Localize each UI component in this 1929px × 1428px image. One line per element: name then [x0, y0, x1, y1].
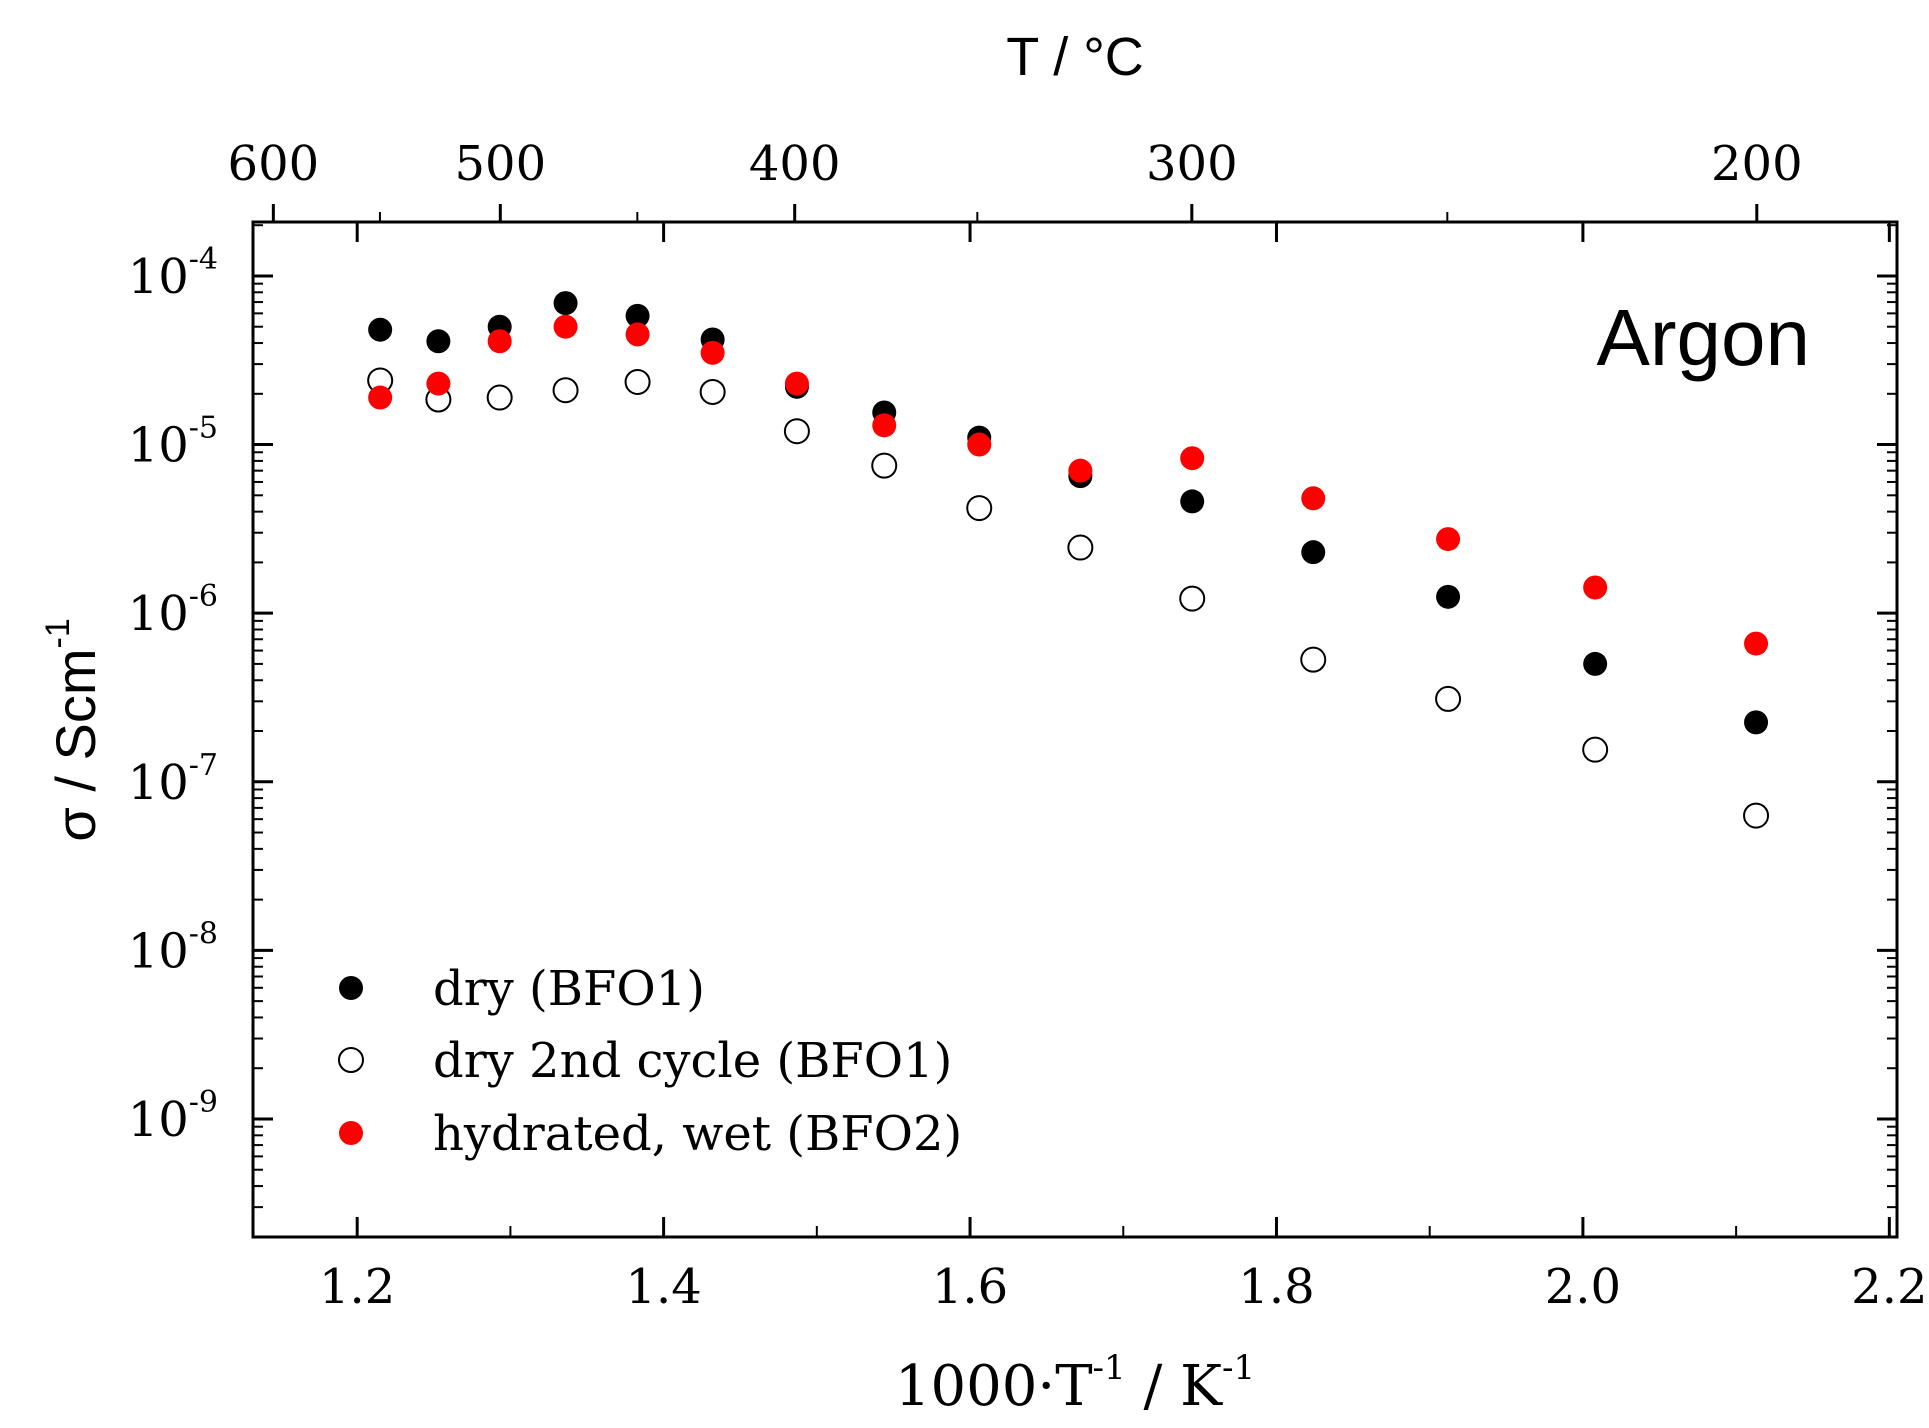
point-dry-2nd-cycle-bfo1 [1743, 802, 1770, 829]
point-hydrated-wet-bfo2 [487, 329, 512, 354]
top-tick-label: 500 [454, 136, 546, 192]
y-tick-label: 10-8 [128, 916, 218, 979]
point-hydrated-wet-bfo2 [625, 322, 650, 347]
point-dry-2nd-cycle-bfo1 [966, 495, 993, 522]
point-hydrated-wet-bfo2 [967, 432, 992, 457]
x-tick-label: 1.4 [625, 1259, 701, 1315]
point-hydrated-wet-bfo2 [1068, 458, 1093, 483]
point-hydrated-wet-bfo2 [784, 371, 809, 396]
point-hydrated-wet-bfo2 [1436, 527, 1461, 552]
x-tick-label: 2.0 [1545, 1259, 1621, 1315]
point-dry-2nd-cycle-bfo1 [1179, 585, 1206, 612]
point-hydrated-wet-bfo2 [1180, 446, 1205, 471]
y-tick-label: 10-6 [128, 579, 218, 642]
point-dry-bfo1 [1180, 489, 1205, 514]
x-tick-label: 1.8 [1238, 1259, 1314, 1315]
point-hydrated-wet-bfo2 [700, 340, 725, 365]
point-dry-2nd-cycle-bfo1 [1067, 534, 1094, 561]
plot-frame [251, 220, 1899, 1239]
legend-marker [338, 1047, 364, 1073]
point-hydrated-wet-bfo2 [553, 314, 578, 339]
point-dry-2nd-cycle-bfo1 [699, 378, 726, 405]
point-dry-2nd-cycle-bfo1 [552, 377, 579, 404]
legend-marker [339, 1121, 363, 1145]
x-tick-label: 1.6 [932, 1259, 1008, 1315]
point-dry-bfo1 [368, 317, 393, 342]
point-dry-bfo1 [1301, 540, 1326, 565]
point-dry-bfo1 [426, 329, 451, 354]
point-dry-2nd-cycle-bfo1 [624, 368, 651, 395]
point-hydrated-wet-bfo2 [872, 413, 897, 438]
point-dry-bfo1 [625, 303, 650, 328]
point-dry-2nd-cycle-bfo1 [783, 418, 810, 445]
point-dry-2nd-cycle-bfo1 [1435, 685, 1462, 712]
y-tick-label: 10-7 [128, 748, 218, 811]
x-tick-label: 1.2 [319, 1259, 395, 1315]
point-hydrated-wet-bfo2 [426, 371, 451, 396]
x-tick-label: 2.2 [1851, 1259, 1927, 1315]
legend-label: hydrated, wet (BFO2) [433, 1106, 962, 1162]
legend-label: dry (BFO1) [433, 961, 705, 1017]
x-axis-title: 1000·T-1 / K-1 [895, 1348, 1255, 1419]
y-tick-label: 10-4 [128, 242, 218, 305]
point-dry-bfo1 [1436, 584, 1461, 609]
point-hydrated-wet-bfo2 [1301, 486, 1326, 511]
annotation-argon: Argon [1597, 293, 1810, 382]
y-tick-label: 10-9 [128, 1085, 218, 1148]
point-hydrated-wet-bfo2 [1583, 575, 1608, 600]
point-dry-bfo1 [1744, 710, 1769, 735]
point-dry-2nd-cycle-bfo1 [871, 452, 898, 479]
top-tick-label: 200 [1711, 136, 1803, 192]
y-tick-label: 10-5 [128, 411, 218, 474]
point-dry-bfo1 [553, 291, 578, 316]
point-hydrated-wet-bfo2 [368, 385, 393, 410]
point-dry-2nd-cycle-bfo1 [1300, 646, 1327, 673]
top-axis-title: T / °C [1006, 27, 1144, 87]
legend-marker [339, 976, 363, 1000]
top-tick-label: 300 [1146, 136, 1238, 192]
point-dry-2nd-cycle-bfo1 [486, 384, 513, 411]
top-tick-label: 400 [749, 136, 841, 192]
point-dry-bfo1 [1583, 651, 1608, 676]
y-axis-title: σ / Scm-1 [39, 618, 107, 841]
point-dry-2nd-cycle-bfo1 [1582, 736, 1609, 763]
legend-label: dry 2nd cycle (BFO1) [433, 1033, 952, 1089]
top-tick-label: 600 [228, 136, 320, 192]
point-hydrated-wet-bfo2 [1744, 631, 1769, 656]
